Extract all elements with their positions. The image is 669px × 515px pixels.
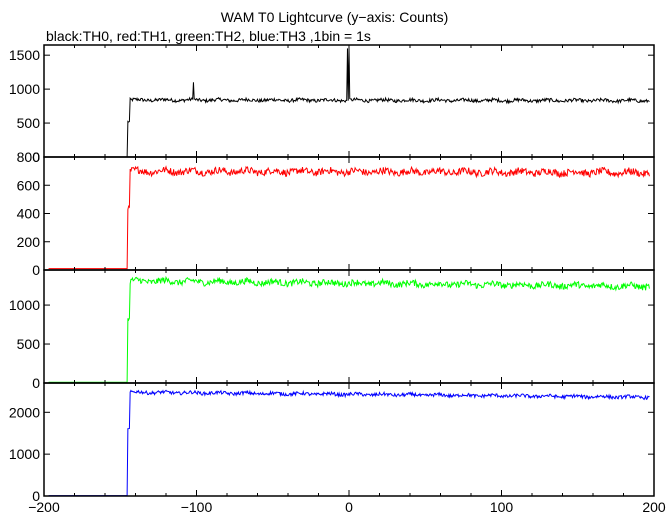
x-tick-label: −100 [181, 499, 213, 515]
panel-th3-frame [43, 382, 655, 497]
y-tick-label: 800 [17, 149, 41, 165]
y-tick-label: 1500 [9, 47, 40, 63]
y-tick-label: 600 [17, 177, 41, 193]
y-tick-label: 0 [32, 149, 40, 165]
y-tick-label: 0 [32, 375, 40, 391]
y-tick-label: 0 [32, 262, 40, 278]
y-tick-label: 1000 [9, 81, 40, 97]
series-th2-line [48, 275, 650, 383]
x-tick-label: 100 [490, 499, 514, 515]
y-tick-label: 500 [17, 115, 41, 131]
y-tick-label: 0 [32, 488, 40, 504]
series-th1-line [48, 165, 650, 270]
y-tick-label: 2000 [9, 404, 40, 420]
chart-subtitle: black:TH0, red:TH1, green:TH2, blue:TH3 … [46, 28, 371, 44]
x-tick-label: 0 [345, 499, 353, 515]
y-tick-label: 200 [17, 234, 41, 250]
x-tick-label: −200 [28, 499, 60, 515]
x-tick-label: 200 [642, 499, 666, 515]
y-tick-label: 1000 [9, 446, 40, 462]
chart-title: WAM T0 Lightcurve (y−axis: Counts) [220, 9, 449, 25]
y-tick-label: 1000 [9, 297, 40, 313]
y-tick-label: 400 [17, 206, 41, 222]
series-th3-line [48, 389, 650, 497]
series-th0-line [48, 47, 650, 158]
y-tick-label: 500 [17, 336, 41, 352]
